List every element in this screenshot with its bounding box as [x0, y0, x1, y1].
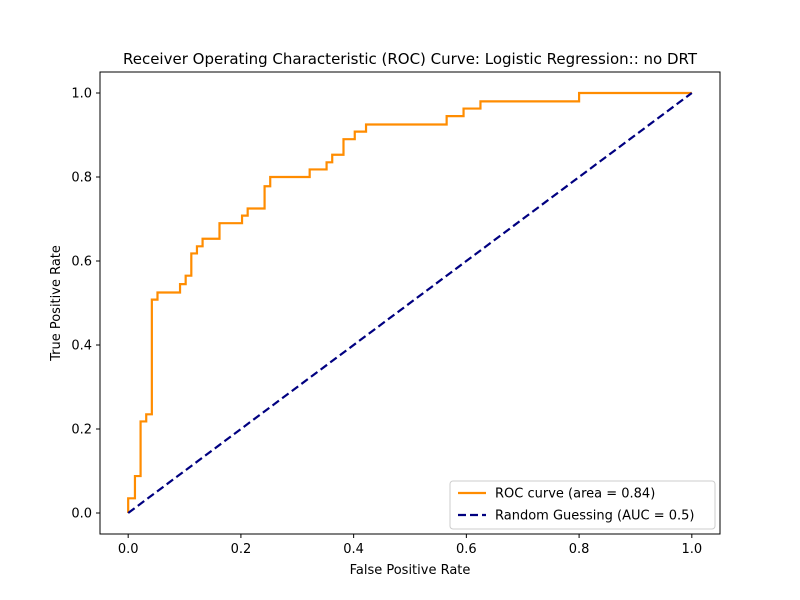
x-tick-label: 0.4	[343, 542, 364, 557]
legend-label: ROC curve (area = 0.84)	[495, 487, 655, 502]
x-axis-ticks: 0.0 0.2 0.4 0.6 0.8 1.0	[118, 534, 702, 557]
series-layer	[127, 91, 693, 514]
x-tick-label: 0.8	[569, 542, 590, 557]
random-guess-line	[127, 92, 693, 514]
y-axis-ticks: 0.0 0.2 0.4 0.6 0.8 1.0	[71, 87, 100, 522]
chart-title: Receiver Operating Characteristic (ROC) …	[123, 50, 698, 68]
y-tick-label: 0.4	[71, 339, 92, 354]
y-tick-label: 0.8	[71, 171, 92, 186]
y-tick-label: 0.2	[71, 423, 92, 438]
y-tick-label: 0.6	[71, 255, 92, 270]
roc-curve-line	[127, 91, 692, 513]
plot-frame	[99, 71, 721, 535]
x-tick-label: 1.0	[681, 542, 702, 557]
x-axis-label: False Positive Rate	[350, 563, 471, 578]
x-tick-label: 0.0	[118, 542, 139, 557]
legend: ROC curve (area = 0.84) Random Guessing (…	[449, 480, 716, 530]
x-tick-label: 0.6	[456, 542, 477, 557]
legend-label: Random Guessing (AUC = 0.5)	[495, 509, 695, 524]
x-tick-label: 0.2	[231, 542, 252, 557]
y-tick-label: 1.0	[71, 87, 92, 102]
y-tick-label: 0.0	[71, 507, 92, 522]
legend-box	[449, 480, 716, 530]
y-axis-label: True Positive Rate	[49, 245, 64, 362]
